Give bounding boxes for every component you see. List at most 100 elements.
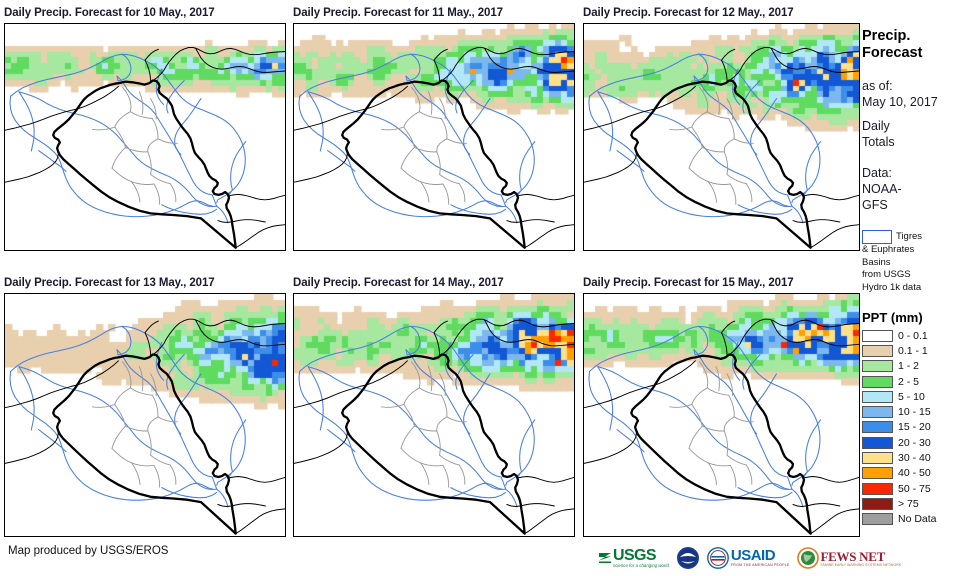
map-frame[interactable] <box>4 23 286 251</box>
country-boundary <box>721 59 728 83</box>
governorate-boundary <box>699 361 709 389</box>
governorate-boundary <box>420 462 444 467</box>
country-boundary <box>150 318 285 357</box>
country-boundary <box>584 85 696 131</box>
river-basin-line <box>307 91 507 208</box>
agency-logos: USGS science for a changing world USAID <box>598 543 901 573</box>
governorate-boundary <box>129 111 153 119</box>
governorate-boundary <box>147 138 159 153</box>
country-boundary <box>144 48 159 61</box>
basin-outline-swatch <box>862 230 892 244</box>
country-boundary <box>194 47 285 73</box>
river-basin-line <box>742 79 761 114</box>
country-boundary <box>5 85 119 131</box>
governorate-boundary <box>138 91 144 115</box>
governorate-boundary <box>400 146 415 169</box>
country-boundary <box>150 47 285 83</box>
basin-line5: Hydro 1k data <box>862 281 922 293</box>
legend-row: 10 - 15 <box>862 404 937 419</box>
river-basin-line <box>10 53 123 97</box>
fewsnet-globe-icon <box>796 547 819 569</box>
map-frame[interactable] <box>4 293 286 537</box>
forecast-panel-day-12: Daily Precip. Forecast for 12 May., 2017 <box>583 5 860 251</box>
governorate-boundary <box>439 454 460 466</box>
panel-title: Daily Precip. Forecast for 14 May., 2017 <box>293 277 504 289</box>
legend-label: 20 - 30 <box>898 436 931 449</box>
river-basin-line <box>737 204 793 215</box>
legend-label: 10 - 15 <box>898 406 931 419</box>
legend-row: 50 - 75 <box>862 481 937 496</box>
governorate-boundary <box>153 183 161 205</box>
governorate-boundary <box>111 146 126 169</box>
country-boundary <box>5 151 59 183</box>
governorate-boundary <box>726 454 747 466</box>
fewsnet-name: FEWS NET <box>820 548 886 564</box>
governorate-boundary <box>403 111 420 128</box>
governorate-boundary <box>436 430 441 456</box>
governorate-boundary <box>403 126 415 148</box>
river-basin-line <box>588 325 700 372</box>
governorate-boundary <box>439 373 446 397</box>
governorate-boundary <box>707 181 731 185</box>
river-basin-line <box>405 75 507 207</box>
country-boundary <box>770 47 859 73</box>
country-boundary <box>294 430 348 464</box>
panel-title: Daily Precip. Forecast for 13 May., 2017 <box>4 277 215 289</box>
map-frame[interactable] <box>583 293 860 537</box>
panel-title: Daily Precip. Forecast for 15 May., 2017 <box>583 277 794 289</box>
governorate-boundary <box>122 361 132 389</box>
river-basin-line <box>517 419 536 478</box>
river-basin-line <box>38 428 67 453</box>
river-basin-line <box>597 91 614 152</box>
governorate-boundary <box>420 181 430 203</box>
governorate-boundary <box>400 447 422 464</box>
forecast-panel-day-14: Daily Precip. Forecast for 14 May., 2017 <box>293 275 575 537</box>
river-basin-line <box>161 204 218 215</box>
river-basin-line <box>299 325 412 372</box>
panel-title: Daily Precip. Forecast for 11 May., 2017 <box>293 7 503 19</box>
iraq-national-border <box>341 353 526 535</box>
river-basin-line <box>405 325 421 356</box>
map-credit: Map produced by USGS/EROS <box>8 545 169 557</box>
river-basin-line <box>737 487 793 499</box>
map-frame[interactable] <box>293 293 575 537</box>
river-basin-line <box>588 95 789 218</box>
governorate-boundary <box>726 373 733 397</box>
governorate-boundary <box>91 126 116 131</box>
totals-line1: Daily <box>862 119 890 133</box>
governorate-boundary <box>129 387 153 396</box>
legend-row: > 75 <box>862 496 937 511</box>
river-basin-line <box>616 428 645 453</box>
country-boundary <box>294 85 408 131</box>
river-basin-line <box>597 366 793 491</box>
governorate-boundary <box>380 403 405 408</box>
river-basin-line <box>307 366 324 431</box>
legend-swatch <box>862 329 893 342</box>
governorate-boundary <box>150 174 171 185</box>
country-boundary <box>144 320 159 334</box>
fewsnet-logo: FEWS NET FAMINE EARLY WARNING SYSTEMS NE… <box>796 547 902 569</box>
map-vector-overlay <box>5 47 285 249</box>
governorate-boundary <box>439 174 460 185</box>
governorate-boundary <box>715 91 720 115</box>
country-boundary <box>483 319 574 347</box>
governorate-boundary <box>436 138 448 153</box>
legend-swatch <box>862 344 893 357</box>
legend-row: 20 - 30 <box>862 435 937 450</box>
governorate-boundary <box>446 138 467 144</box>
governorate-boundary <box>436 151 441 175</box>
river-basin-line <box>450 487 507 499</box>
map-frame[interactable] <box>293 23 575 251</box>
governorate-boundary <box>427 91 433 115</box>
river-basin-line <box>803 419 822 478</box>
river-basin-line <box>18 91 218 208</box>
governorate-boundary <box>691 387 708 405</box>
governorate-boundary <box>729 183 737 205</box>
governorate-boundary <box>131 462 155 467</box>
usgs-logo: USGS science for a changing world <box>598 548 669 568</box>
governorate-boundary <box>707 462 717 486</box>
governorate-boundary <box>691 111 708 128</box>
map-frame[interactable] <box>583 23 860 251</box>
country-boundary <box>792 503 841 507</box>
